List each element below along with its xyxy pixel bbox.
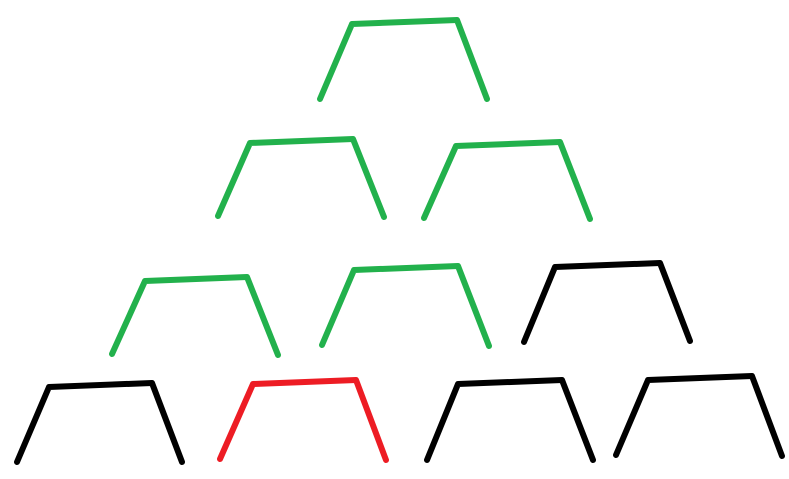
trapezoid-green-row2-1 xyxy=(215,136,387,220)
trapezoid-green-row3-1 xyxy=(109,274,281,358)
trapezoid-black-row3-3 xyxy=(521,260,693,345)
trapezoid-black-row4-1 xyxy=(14,380,185,465)
trapezoid-green-row1-1 xyxy=(317,17,490,102)
trapezoid-green-row3-2 xyxy=(319,263,492,349)
trapezoid-green-row2-2 xyxy=(421,139,593,222)
trapezoid-black-row4-3 xyxy=(424,377,596,463)
trapezoid-red-row4-2 xyxy=(217,377,389,463)
trapezoid-black-row4-4 xyxy=(613,373,785,459)
trapezoid-shapes xyxy=(14,17,785,465)
